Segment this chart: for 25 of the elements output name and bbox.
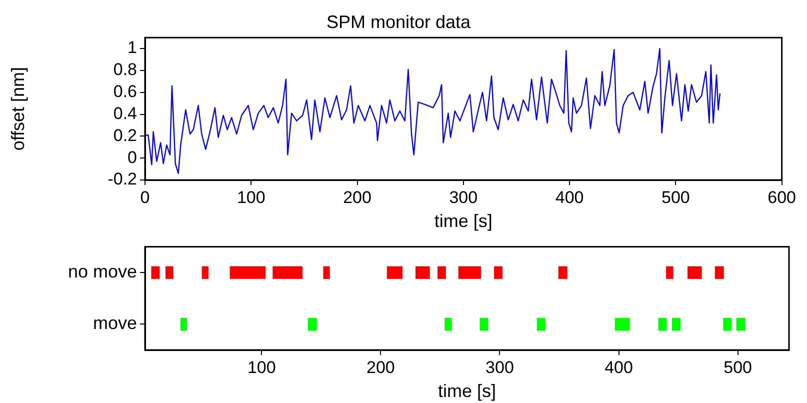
y-tick-label: 0.8	[113, 60, 137, 80]
x-tick-label: 200	[343, 188, 372, 207]
x-tick-label: 300	[449, 188, 478, 207]
y-tick-label: move	[92, 313, 137, 334]
y-tick-label: 0.2	[113, 126, 137, 145]
x-tick-label: 400	[555, 188, 584, 207]
x-axis-title: time [s]	[438, 381, 496, 402]
y-tick-label: 1	[128, 38, 137, 58]
y-tick-label: 0.4	[113, 104, 137, 123]
x-tick-label: 500	[661, 188, 690, 207]
x-tick-label: 300	[486, 358, 514, 377]
y-axis-title: offset [nm]	[8, 66, 28, 151]
y-tick-label: 0	[128, 148, 137, 167]
x-axis-title: time [s]	[434, 211, 492, 232]
y-tick-label: no move	[68, 262, 137, 282]
y-tick-label: 0.6	[113, 82, 137, 102]
x-tick-label: 400	[604, 358, 633, 377]
x-tick-label: 500	[724, 358, 752, 377]
chart-title: SPM monitor data	[326, 12, 472, 32]
x-tick-label: 200	[366, 358, 395, 377]
x-tick-label: 100	[247, 358, 276, 377]
x-tick-label: 0	[140, 188, 150, 207]
x-tick-label: 100	[236, 188, 266, 207]
y-tick-label: -0.2	[108, 170, 137, 189]
x-tick-label: 600	[768, 188, 796, 207]
